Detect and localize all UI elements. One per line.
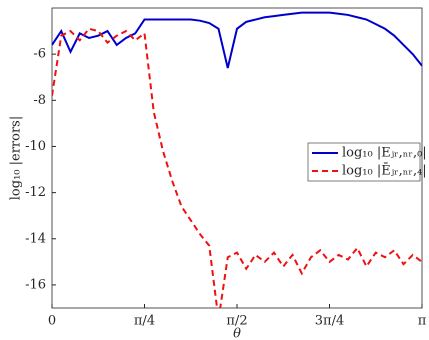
y-tick-label: -6 (33, 47, 46, 62)
x-tick-label: π/4 (134, 314, 155, 329)
y-tick-label: -12 (25, 185, 46, 200)
series-line (52, 27, 422, 308)
legend-label: log₁₀ |Ēⱼᵣ,ₙᵣ,₄| (342, 163, 427, 179)
x-tick-label: 3π/4 (315, 314, 344, 329)
x-axis-label: θ (233, 327, 241, 340)
y-tick-label: -10 (25, 139, 46, 154)
plot-lines (52, 11, 422, 308)
series-line (52, 11, 422, 69)
x-tick-label: π/2 (226, 314, 247, 329)
y-axis-label: log₁₀ |errors| (9, 116, 24, 200)
legend-box (307, 142, 421, 182)
x-tick-label: 0 (48, 314, 56, 329)
legend-label: log₁₀ |Eⱼᵣ,ₙᵣ,₀| (342, 146, 427, 161)
y-tick-label: -8 (33, 93, 46, 108)
y-tick-label: -14 (25, 231, 46, 246)
y-tick-label: -16 (25, 277, 46, 292)
x-tick-label: π (418, 314, 427, 329)
